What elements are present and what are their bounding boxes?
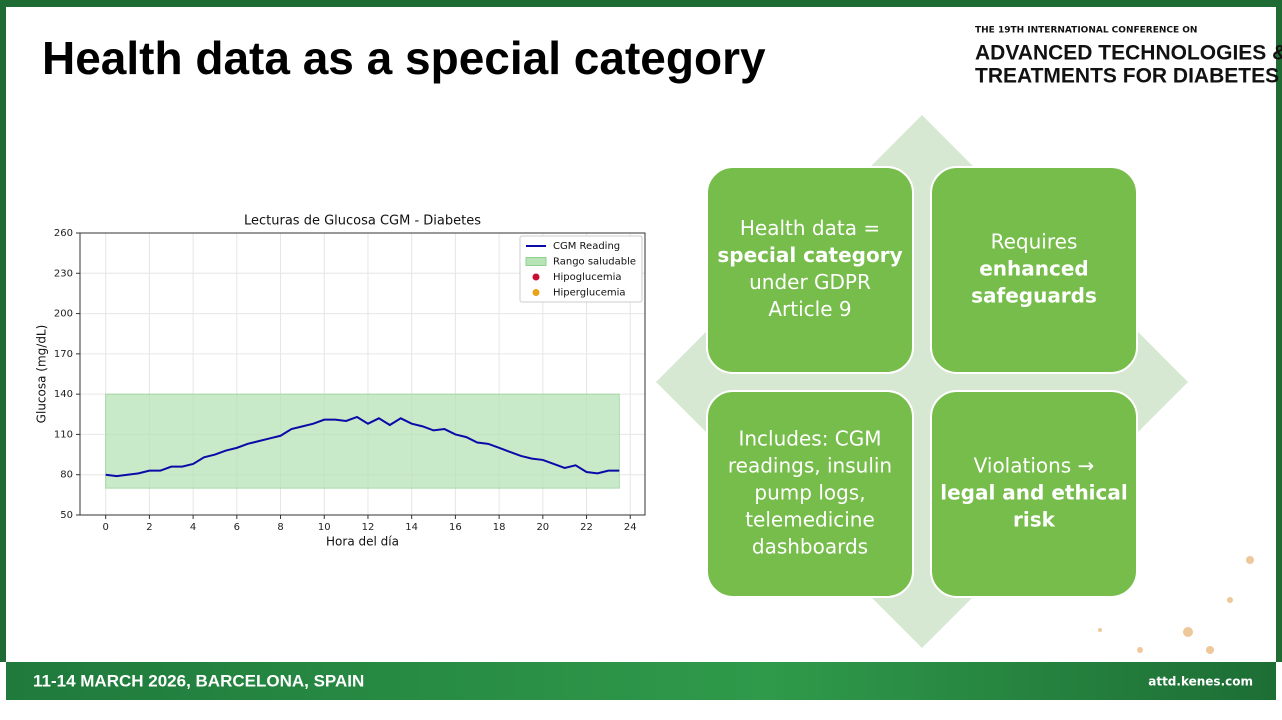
box-text: Article 9	[768, 297, 851, 321]
box-text: special category	[717, 243, 902, 267]
x-tick-label: 10	[318, 522, 331, 533]
box-text: enhanced	[979, 257, 1089, 281]
legend-swatch	[525, 257, 547, 266]
box-text: pump logs,	[754, 481, 865, 505]
x-tick-label: 24	[624, 522, 637, 533]
legend-label: Hiperglucemia	[553, 288, 626, 299]
y-tick-label: 200	[54, 309, 73, 320]
legend-label: CGM Reading	[553, 241, 620, 252]
logo-line: THE 19TH INTERNATIONAL CONFERENCE ON	[975, 26, 1197, 36]
axes-frame	[79, 232, 646, 516]
footer-band	[6, 662, 1276, 700]
x-axis-label: Hora del día	[326, 535, 399, 549]
x-tick-label: 8	[277, 522, 283, 533]
y-axis-label: Glucosa (mg/dL)	[35, 325, 49, 424]
healthy-band	[105, 393, 620, 489]
legend-swatch	[532, 273, 540, 281]
legend-box	[519, 235, 643, 303]
y-tick-label: 80	[60, 470, 73, 481]
info-box	[930, 166, 1138, 374]
legend-label: Hipoglucemia	[553, 272, 622, 283]
left-strip	[0, 0, 6, 662]
x-tick-label: 14	[405, 522, 418, 533]
footer-url: attd.kenes.com	[1148, 675, 1253, 689]
y-tick-label: 110	[54, 429, 73, 440]
x-tick-label: 6	[234, 522, 240, 533]
data-line	[105, 415, 620, 478]
info-box	[706, 166, 914, 374]
x-tick-label: 18	[493, 522, 506, 533]
logo-line: ADVANCED TECHNOLOGIES &	[975, 42, 1282, 65]
top-strip	[0, 0, 1282, 7]
x-tick-label: 0	[102, 522, 108, 533]
logo-line: TREATMENTS FOR DIABETES	[975, 65, 1279, 88]
y-tick-label: 140	[54, 389, 73, 400]
x-tick-label: 22	[580, 522, 593, 533]
y-tick-label: 260	[54, 228, 73, 239]
chart-title: Lecturas de Glucosa CGM - Diabetes	[244, 214, 481, 229]
box-text: safeguards	[971, 284, 1097, 308]
footer-event: 11-14 MARCH 2026, BARCELONA, SPAIN	[33, 671, 364, 690]
info-box	[706, 390, 914, 598]
y-tick-label: 230	[54, 268, 73, 279]
slide-title: Health data as a special category	[42, 32, 766, 84]
x-tick-label: 4	[190, 522, 196, 533]
x-tick-label: 12	[362, 522, 375, 533]
box-text: Requires	[991, 230, 1078, 254]
legend-swatch	[532, 289, 540, 296]
box-text: Violations →	[974, 454, 1095, 478]
y-tick-label: 50	[60, 510, 73, 521]
x-tick-label: 20	[536, 522, 549, 533]
y-tick-label: 170	[54, 349, 73, 360]
box-text: dashboards	[752, 535, 868, 559]
x-tick-label: 2	[146, 522, 152, 533]
x-tick-label: 16	[449, 522, 462, 533]
box-text: Health data =	[740, 216, 880, 240]
legend-label: Rango saludable	[553, 257, 636, 268]
box-text: legal and ethical	[940, 481, 1128, 505]
info-box	[930, 390, 1138, 598]
right-strip	[1276, 0, 1282, 662]
box-text: readings, insulin	[728, 454, 892, 478]
box-text: Includes: CGM	[738, 427, 881, 451]
dots-decoration	[1098, 556, 1254, 654]
box-text: under GDPR	[749, 270, 871, 294]
box-text: risk	[1013, 508, 1056, 532]
box-text: telemedicine	[745, 508, 875, 532]
